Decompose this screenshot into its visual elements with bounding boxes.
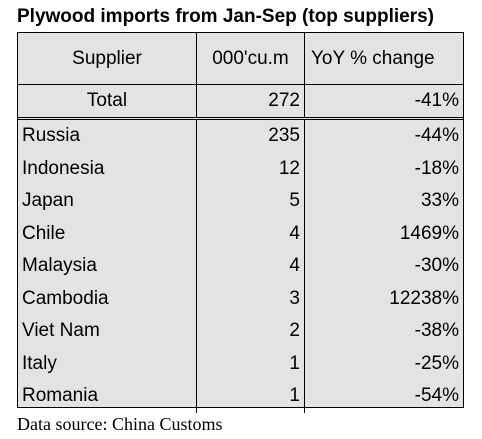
supplier-volume: 4 — [196, 250, 304, 283]
supplier-change: 1469% — [304, 217, 463, 250]
supplier-change: -30% — [304, 250, 463, 283]
header-supplier: Supplier — [72, 47, 142, 69]
supplier-rows: Russia 235 -44% Indonesia 12 -18% Japan … — [18, 120, 463, 413]
header-volume: 000'cu.m — [196, 33, 304, 84]
table-row: Viet Nam 2 -38% — [18, 315, 463, 348]
total-row: Total 272 -41% — [18, 85, 463, 118]
supplier-volume: 235 — [196, 120, 304, 153]
supplier-change: -44% — [304, 120, 463, 153]
supplier-volume: 1 — [196, 380, 304, 413]
supplier-change: -25% — [304, 347, 463, 380]
supplier-volume: 2 — [196, 315, 304, 348]
supplier-name: Viet Nam — [22, 320, 100, 342]
table-row: Chile 4 1469% — [18, 217, 463, 250]
supplier-volume: 12 — [196, 152, 304, 185]
supplier-volume: 3 — [196, 282, 304, 315]
supplier-change: -18% — [304, 152, 463, 185]
supplier-name: Malaysia — [22, 255, 97, 277]
supplier-name: Indonesia — [22, 157, 105, 179]
supplier-name: Chile — [22, 222, 66, 244]
supplier-volume: 4 — [196, 217, 304, 250]
table-row: Italy 1 -25% — [18, 347, 463, 380]
table-row: Romania 1 -54% — [18, 380, 463, 413]
table-row: Russia 235 -44% — [18, 120, 463, 153]
table-row: Cambodia 3 12238% — [18, 282, 463, 315]
data-source-note: Data source: China Customs — [17, 414, 223, 434]
supplier-change: 33% — [304, 185, 463, 218]
supplier-change: 12238% — [304, 282, 463, 315]
table-row: Japan 5 33% — [18, 185, 463, 218]
supplier-name: Russia — [22, 125, 81, 147]
table-row: Indonesia 12 -18% — [18, 152, 463, 185]
table-divider — [18, 117, 463, 120]
total-label: Total — [86, 90, 128, 111]
table-row: Malaysia 4 -30% — [18, 250, 463, 283]
supplier-name: Romania — [22, 385, 99, 407]
supplier-volume: 5 — [196, 185, 304, 218]
supplier-volume: 1 — [196, 347, 304, 380]
total-volume: 272 — [196, 85, 304, 117]
header-yoy-change: YoY % change — [304, 33, 463, 84]
imports-table: Supplier 000'cu.m YoY % change Total 272… — [17, 32, 464, 413]
supplier-change: -38% — [304, 315, 463, 348]
supplier-change: -54% — [304, 380, 463, 413]
supplier-name: Japan — [22, 190, 74, 212]
supplier-name: Cambodia — [22, 287, 109, 309]
table-title: Plywood imports from Jan-Sep (top suppli… — [17, 6, 434, 27]
table-header-row: Supplier 000'cu.m YoY % change — [18, 33, 463, 85]
total-change: -41% — [304, 85, 463, 117]
supplier-name: Italy — [22, 352, 57, 374]
